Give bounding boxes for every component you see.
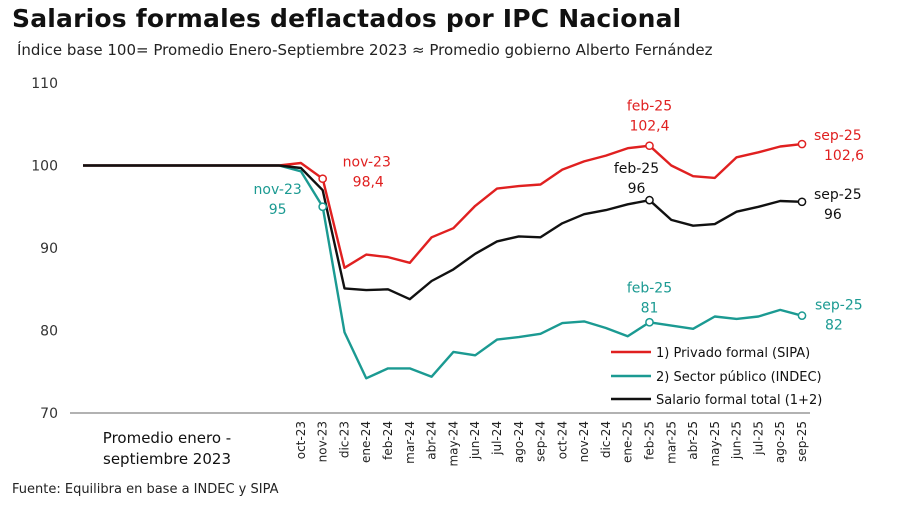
annotation-value: 81 (641, 300, 659, 316)
annotation-date: feb-25 (614, 161, 659, 177)
x-tick-label: ene-24 (359, 421, 373, 463)
legend-label: Salario formal total (1+2) (656, 393, 822, 408)
x-base-period-label: septiembre 2023 (103, 450, 231, 468)
annotation-value: 102,6 (824, 148, 864, 164)
y-tick-label: 100 (31, 159, 58, 175)
y-tick-label: 80 (40, 324, 58, 340)
annotation-date: sep-25 (814, 128, 862, 144)
x-tick-label: ene-25 (621, 421, 635, 463)
x-tick-label: jun-25 (730, 421, 744, 460)
x-tick-label: ago-25 (773, 421, 787, 463)
data-point-marker (645, 141, 654, 151)
x-tick-label: dic-23 (337, 421, 351, 458)
x-tick-label: nov-24 (577, 421, 591, 462)
annotation-value: 102,4 (629, 119, 669, 135)
annotation-value: 96 (628, 181, 646, 197)
data-point-marker (318, 174, 328, 184)
x-tick-label: oct-23 (294, 421, 308, 459)
x-tick-label: nov-23 (316, 421, 330, 462)
annotation-date: nov-23 (343, 155, 391, 171)
chart-subtitle: Índice base 100= Promedio Enero-Septiemb… (17, 41, 713, 59)
x-tick-label: feb-25 (642, 421, 656, 460)
x-tick-label: jul-25 (751, 421, 765, 456)
x-tick-label: abr-24 (425, 421, 439, 460)
annotation-value: 82 (825, 318, 843, 334)
data-point-marker (797, 311, 807, 320)
legend-label: 1) Privado formal (SIPA) (656, 346, 810, 361)
data-point-marker (645, 195, 654, 205)
source-note: Fuente: Equilibra en base a INDEC y SIPA (12, 482, 279, 497)
x-tick-label: dic-24 (599, 421, 613, 458)
annotation-date: nov-23 (254, 182, 302, 198)
y-tick-label: 90 (40, 241, 58, 257)
data-point-marker (318, 202, 328, 212)
x-tick-label: feb-24 (381, 421, 395, 460)
annotation-date: sep-25 (814, 187, 862, 203)
x-tick-label: may-25 (708, 421, 722, 467)
x-tick-label: abr-25 (686, 421, 700, 460)
series-line-1 (83, 142, 803, 269)
x-tick-label: mar-24 (403, 421, 417, 464)
y-tick-label: 70 (40, 406, 58, 422)
x-tick-label: sep-24 (534, 421, 548, 462)
legend-label: 2) Sector público (INDEC) (656, 370, 822, 385)
annotation-date: feb-25 (627, 280, 672, 296)
annotation-date: sep-25 (815, 298, 863, 314)
data-point-marker (645, 317, 654, 327)
x-tick-label: jun-24 (468, 421, 482, 460)
chart-title: Salarios formales deflactados por IPC Na… (12, 4, 682, 33)
data-point-marker (797, 197, 807, 207)
x-tick-label: sep-25 (795, 421, 809, 462)
x-tick-label: ago-24 (512, 421, 526, 463)
x-tick-label: oct-24 (555, 421, 569, 459)
data-point-marker (797, 139, 807, 149)
y-tick-label: 110 (31, 76, 58, 92)
x-tick-label: jul-24 (490, 421, 504, 456)
annotation-value: 98,4 (353, 175, 384, 191)
annotation-date: feb-25 (627, 99, 672, 115)
series-line-3 (83, 164, 803, 301)
x-tick-label: mar-25 (664, 421, 678, 464)
x-base-period-label: Promedio enero - (103, 429, 231, 447)
x-tick-label: may-24 (446, 421, 460, 467)
annotation-value: 96 (824, 207, 842, 223)
annotation-value: 95 (269, 202, 287, 218)
